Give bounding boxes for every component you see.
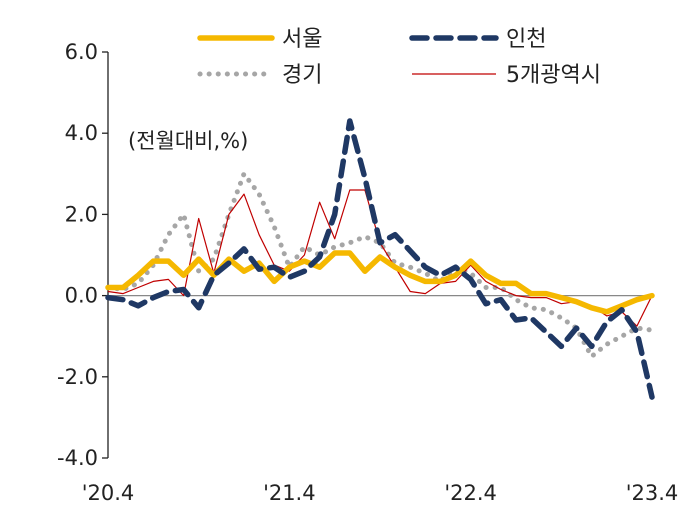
x-tick-label: '22.4	[444, 481, 497, 505]
y-tick-label: 0.0	[65, 284, 98, 308]
y-tick-label: 6.0	[65, 40, 98, 64]
series-line-0	[105, 250, 655, 315]
y-tick-label: 2.0	[65, 202, 98, 226]
legend-label: 서울	[282, 27, 322, 52]
legend-label: 경기	[282, 63, 322, 88]
unit-note: (전월대비,%)	[128, 129, 248, 153]
legend-label: 인천	[506, 27, 546, 52]
x-axis: '20.4 '21.4 '22.4 '23.4	[82, 294, 679, 505]
series-line-1	[105, 118, 655, 400]
x-tick-label: '21.4	[263, 481, 316, 505]
y-tick-label: -4.0	[57, 446, 98, 470]
y-axis: 6.0 4.0 2.0 0.0 -2.0 -4.0	[57, 40, 109, 470]
y-tick-label: 4.0	[65, 121, 98, 145]
y-tick-label: -2.0	[57, 365, 98, 389]
x-tick-label: '23.4	[626, 481, 679, 505]
series-lines	[105, 118, 655, 400]
x-tick-label: '20.4	[82, 481, 135, 505]
series-line-2	[105, 171, 655, 359]
legend-label: 5개광역시	[506, 63, 601, 88]
